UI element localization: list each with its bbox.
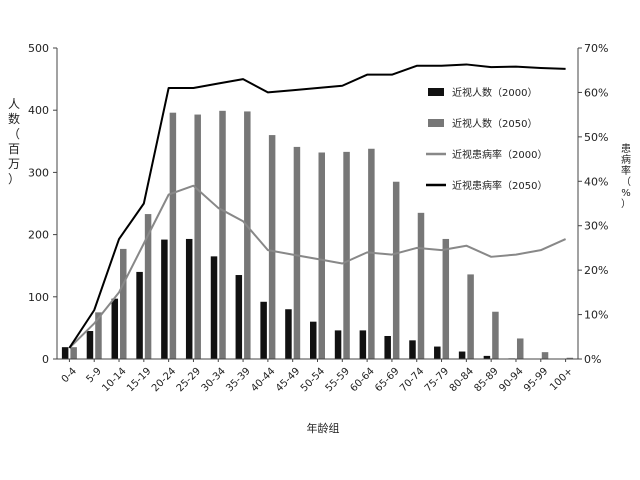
legend-swatch-2 — [428, 119, 444, 127]
x-tick-label: 80-84 — [448, 366, 476, 394]
bar-2-10-14 — [120, 248, 127, 359]
x-tick-label: 85-89 — [472, 366, 500, 394]
x-tick-label: 55-59 — [324, 366, 352, 394]
x-tick-label: 10-14 — [100, 366, 128, 394]
bar-1-15-19 — [136, 271, 143, 359]
x-tick-label: 5-9 — [85, 366, 104, 385]
bar-1-70-74 — [409, 340, 416, 359]
bars-layer — [61, 110, 574, 359]
bar-1-40-44 — [260, 301, 267, 359]
y-tick-label: 400 — [28, 104, 49, 117]
y2-tick-label: 20% — [584, 264, 608, 277]
y2-tick-label: 50% — [584, 131, 608, 144]
x-tick-label: 70-74 — [398, 366, 426, 394]
y-tick-label: 300 — [28, 166, 49, 179]
bar-1-55-59 — [334, 330, 342, 359]
y-tick-label: 0 — [42, 353, 49, 366]
x-tick-label: 65-69 — [373, 366, 401, 394]
lines-layer — [68, 63, 567, 349]
legend-label-4: 近视患病率（2050） — [452, 179, 547, 192]
bar-2-25-29 — [194, 114, 201, 359]
y2-tick-label: 30% — [584, 220, 608, 233]
line-series-2 — [68, 63, 566, 349]
y2-tick-label: 40% — [584, 175, 608, 188]
x-tick-label: 95-99 — [522, 366, 550, 394]
line-series-1 — [68, 184, 567, 349]
bar-2-50-54 — [318, 152, 325, 359]
bar-2-80-84 — [467, 274, 474, 359]
x-tick-label: 40-44 — [249, 366, 277, 394]
bar-2-45-49 — [293, 146, 301, 359]
bar-2-90-94 — [516, 338, 524, 359]
x-tick-label: 75-79 — [423, 366, 451, 394]
x-axis-title: 年龄组 — [307, 421, 340, 435]
x-tick-label: 30-34 — [200, 366, 228, 394]
y-tick-label: 500 — [28, 42, 49, 55]
x-tick-label: 35-39 — [224, 366, 252, 394]
bar-2-65-69 — [392, 181, 400, 359]
bar-1-35-39 — [235, 275, 243, 359]
bar-1-20-24 — [161, 239, 168, 359]
bar-2-35-39 — [244, 111, 251, 359]
bar-2-5-9 — [95, 312, 102, 359]
bar-2-75-79 — [442, 238, 450, 359]
bar-2-55-59 — [343, 151, 350, 359]
bar-1-10-14 — [111, 298, 119, 359]
bar-1-45-49 — [285, 309, 292, 359]
bar-1-0-4 — [61, 347, 69, 359]
y2-tick-label: 70% — [584, 42, 608, 55]
bar-2-60-64 — [368, 148, 375, 359]
legend-label-1: 近视人数（2000） — [452, 86, 537, 99]
y2-tick-label: 10% — [584, 309, 608, 322]
bar-2-40-44 — [268, 135, 276, 359]
y-tick-label: 200 — [28, 229, 49, 242]
x-tick-label: 60-64 — [348, 366, 376, 394]
bar-1-5-9 — [86, 331, 94, 359]
bar-1-85-89 — [483, 355, 491, 359]
legend-label-3: 近视患病率（2000） — [452, 148, 547, 161]
bar-1-65-69 — [384, 335, 391, 359]
y2-tick-label: 0% — [584, 353, 601, 366]
bar-1-30-34 — [210, 256, 218, 359]
bar-2-20-24 — [169, 112, 177, 359]
bar-1-80-84 — [458, 351, 466, 359]
y-tick-label: 100 — [28, 291, 49, 304]
legend: 近视人数（2000） 近视人数（2050） 近视患病率（2000） 近视患病率（205… — [426, 86, 547, 192]
bar-2-85-89 — [492, 311, 499, 359]
x-tick-label: 45-49 — [274, 366, 302, 394]
x-tick-label: 25-29 — [175, 366, 203, 394]
bar-1-50-54 — [310, 321, 317, 359]
x-tick-label: 100+ — [548, 366, 575, 393]
bar-2-30-34 — [219, 110, 226, 359]
bar-1-25-29 — [185, 238, 193, 359]
bar-1-75-79 — [434, 346, 441, 359]
x-tick-label: 20-24 — [150, 366, 178, 394]
y-axis-title: 人数（百万） — [8, 97, 20, 186]
x-tick-label: 90-94 — [497, 366, 525, 394]
y2-tick-label: 60% — [584, 86, 608, 99]
x-tick-label: 0-4 — [60, 366, 79, 385]
legend-label-2: 近视人数（2050） — [452, 117, 537, 130]
bar-2-95-99 — [541, 352, 549, 359]
bar-1-60-64 — [359, 330, 367, 359]
y2-axis-title: 患病率（%） — [621, 143, 631, 210]
legend-swatch-1 — [428, 88, 444, 96]
bar-2-0-4 — [70, 347, 77, 359]
bar-2-15-19 — [144, 214, 152, 359]
x-tick-label: 15-19 — [125, 366, 153, 394]
x-tick-label: 50-54 — [299, 366, 327, 394]
bar-2-100+ — [566, 357, 574, 359]
bar-2-70-74 — [417, 212, 425, 359]
